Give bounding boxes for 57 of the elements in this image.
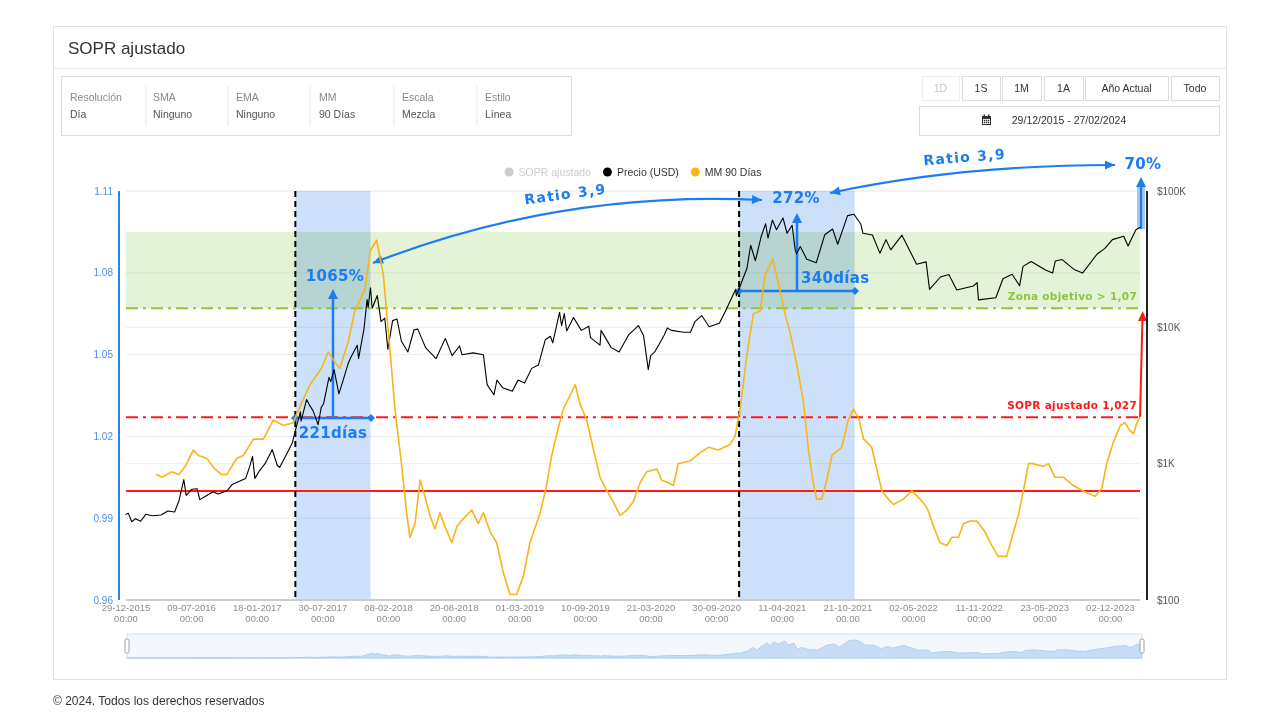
chart-title: SOPR ajustado xyxy=(68,39,186,58)
ref-line-label: SOPR ajustado 1,027 xyxy=(1007,399,1137,412)
annotation: 221días xyxy=(298,424,368,442)
ref-line-label: Zona objetivo > 1,07 xyxy=(1007,290,1137,303)
legend-label: MM 90 Días xyxy=(704,165,762,178)
y-tick-label: 1.05 xyxy=(93,349,114,361)
x-tick-label: 20-08-2018 00:00 xyxy=(429,602,479,624)
x-tick-label: 11-11-2022 00:00 xyxy=(955,602,1003,624)
y-tick-label: 1.02 xyxy=(93,430,114,442)
text: Día xyxy=(70,108,87,120)
text: Ninguno xyxy=(236,108,276,120)
x-tick-label: 09-07-2016 00:00 xyxy=(167,602,216,624)
button[interactable]: Año Actual xyxy=(1085,76,1169,101)
x-tick-label: 18-01-2017 00:00 xyxy=(232,602,282,624)
y-tick-label: 1.11 xyxy=(94,185,114,197)
y2-tick-label: $10K xyxy=(1157,321,1181,333)
x-tick-label: 11-04-2021 00:00 xyxy=(758,602,807,624)
annotation: 1065% xyxy=(305,267,365,286)
text: Ninguno xyxy=(153,108,193,120)
line-series xyxy=(155,239,1141,596)
x-tick-label: 02-12-2023 00:00 xyxy=(1086,602,1135,624)
x-tick-label: 21-10-2021 00:00 xyxy=(823,602,873,624)
x-tick-label: 10-09-2019 00:00 xyxy=(561,602,610,624)
text: Resolución xyxy=(70,91,123,103)
text: Línea xyxy=(485,108,512,120)
x-tick-label: 23-05-2023 00:00 xyxy=(1020,602,1070,624)
y-tick-label: 0.99 xyxy=(93,512,114,524)
text: MM xyxy=(319,91,337,103)
button[interactable]: 1A xyxy=(1044,76,1084,101)
annotation: Ratio 3,9 xyxy=(523,180,608,208)
annotation: 272% xyxy=(772,188,820,207)
annotation: 340días xyxy=(801,268,870,287)
button[interactable]: Todo xyxy=(1171,76,1220,101)
range-slider[interactable] xyxy=(124,633,1145,659)
x-tick-label: 01-03-2019 00:00 xyxy=(495,602,545,624)
date-field[interactable]: 29/12/2015 - 27/02/2024 xyxy=(919,106,1220,136)
y2-tick-label: $100K xyxy=(1157,185,1187,197)
y-tick-label: 1.08 xyxy=(93,267,114,279)
button[interactable]: 1S xyxy=(962,76,1001,101)
y2-tick-label: $100 xyxy=(1157,594,1180,606)
x-tick-label: 08-02-2018 00:00 xyxy=(364,602,413,624)
text: 90 Días xyxy=(319,108,356,120)
text: Ratio 3,9 xyxy=(922,145,1007,169)
text: Mezcla xyxy=(402,108,436,120)
text: Escala xyxy=(402,91,434,103)
legend-label: Precio (USD) xyxy=(616,165,679,178)
text: SMA xyxy=(153,91,176,103)
text: 70% xyxy=(1124,155,1162,173)
x-tick-label: 21-03-2020 00:00 xyxy=(626,602,676,624)
x-tick-label: 02-05-2022 00:00 xyxy=(889,602,938,624)
y2-tick-label: $1K xyxy=(1157,458,1176,470)
text: EMA xyxy=(236,91,259,103)
text: Estilo xyxy=(485,91,511,103)
button[interactable]: 1M xyxy=(1002,76,1042,101)
x-tick-label: 30-09-2020 00:00 xyxy=(692,602,741,624)
x-tick-label: 30-07-2017 00:00 xyxy=(298,602,348,624)
text: © 2024. Todos los derechos reservados xyxy=(53,694,265,708)
